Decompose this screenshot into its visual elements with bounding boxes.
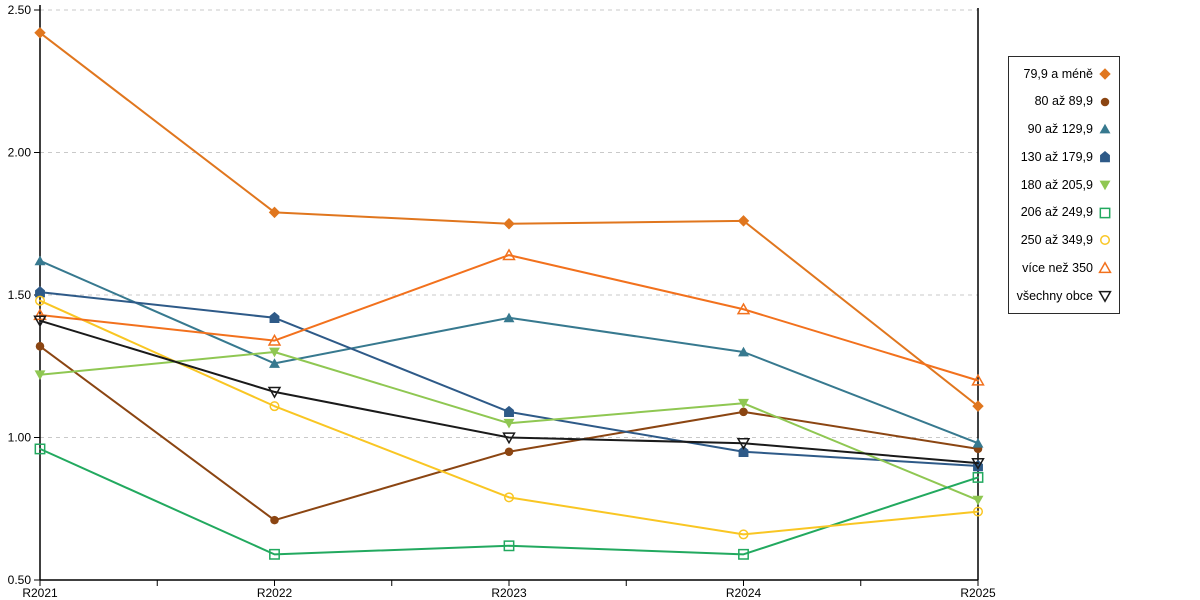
triangle-down-marker [267,386,282,399]
x-axis-tick-label: R2023 [491,586,527,600]
legend-item-0: 79,9 a méně [1009,67,1119,81]
triangle-down-marker [269,347,280,358]
triangle-down-marker [502,432,516,445]
square-marker [738,548,749,560]
legend-label: 206 až 249,9 [1020,205,1093,220]
square-marker [34,443,46,455]
legend-label: více než 350 [1022,260,1093,275]
diamond-marker [972,400,984,412]
legend-marker-icon [1098,261,1112,274]
series-line [39,319,979,465]
legend-marker-icon [1100,151,1110,163]
triangle-up-marker [267,333,282,346]
square-marker [269,548,280,560]
legend-label: 90 až 129,9 [1027,122,1093,137]
pentagon-marker [269,311,280,323]
circle-marker [503,492,515,503]
legend-label: 130 až 179,9 [1020,149,1093,164]
pentagon-marker [35,286,45,298]
circle-marker [504,447,514,457]
legend-label: 250 až 349,9 [1020,233,1093,248]
triangle-down-marker [33,315,47,328]
legend-item-1: 80 až 89,9 [1009,95,1119,109]
x-axis-tick-label: R2022 [257,586,293,600]
triangle-up-marker [971,373,985,386]
triangle-up-marker [502,248,516,261]
circle-marker [739,407,748,417]
x-axis-tick-label: R2021 [22,586,58,600]
square-marker [1099,207,1111,219]
series-line [39,254,979,382]
circle-marker [269,401,280,412]
circle-marker [738,529,749,540]
legend-marker-icon [1098,290,1112,303]
legend-item-5: 206 až 249,9 [1009,206,1119,220]
triangle-up-marker [503,312,515,323]
diamond-marker [34,27,46,39]
triangle-down-marker [503,418,515,429]
pentagon-marker [504,405,514,418]
y-axis-tick-label: 2.00 [8,146,32,160]
legend-item-8: všechny obce [1009,289,1119,303]
legend-label: 79,9 a méně [1023,66,1094,81]
triangle-down-marker [736,438,751,450]
y-axis-tick-label: 1.50 [8,288,32,302]
diamond-marker [268,206,281,219]
legend-label: 180 až 205,9 [1020,177,1093,192]
legend-marker-icon [1100,97,1110,106]
triangle-down-marker [971,457,985,470]
square-marker [503,540,515,552]
circle-marker [1100,97,1110,106]
circle-marker [34,295,46,306]
legend-marker-icon [1099,180,1111,191]
pentagon-marker [1100,151,1110,163]
chart-legend: 79,9 a méně 80 až 89,9 90 až 129,9 130 až 1… [1008,56,1120,314]
triangle-up-marker [736,302,751,315]
series-line [39,299,979,536]
series-line [39,447,979,556]
circle-marker [35,342,45,351]
circle-marker [270,515,279,525]
legend-item-3: 130 až 179,9 [1009,150,1119,164]
pentagon-marker [738,445,749,457]
legend-label: všechny obce [1016,288,1093,303]
legend-item-4: 180 až 205,9 [1009,178,1119,192]
circle-marker [972,506,984,517]
triangle-up-marker [1098,261,1112,274]
legend-item-2: 90 až 129,9 [1009,122,1119,136]
triangle-up-marker [738,346,749,357]
triangle-up-marker [269,358,280,368]
legend-marker-icon [1099,124,1111,134]
diamond-marker [1099,68,1111,80]
y-axis-tick-label: 1.00 [8,431,32,445]
y-axis-tick-label: 2.50 [8,3,32,17]
triangle-up-marker [34,255,46,266]
triangle-down-marker [738,398,749,409]
legend-label: 80 až 89,9 [1034,94,1093,109]
diamond-marker [737,215,750,227]
triangle-down-marker [972,495,984,506]
triangle-up-marker [1099,124,1111,134]
legend-marker-icon [1099,207,1111,219]
y-axis-tick-label: 0.50 [8,573,32,587]
x-axis-tick-label: R2024 [726,586,762,600]
triangle-down-marker [1098,290,1112,303]
circle-marker [1099,235,1111,246]
triangle-down-marker [1099,180,1111,191]
triangle-down-marker [34,370,46,380]
legend-item-7: více než 350 [1009,261,1119,275]
legend-item-6: 250 až 349,9 [1009,233,1119,247]
diamond-marker [503,218,515,230]
square-marker [972,471,984,483]
triangle-up-marker [972,438,984,448]
legend-marker-icon [1099,68,1111,80]
x-axis-tick-label: R2025 [960,586,996,600]
legend-marker-icon [1099,235,1111,246]
triangle-up-marker [33,308,47,321]
